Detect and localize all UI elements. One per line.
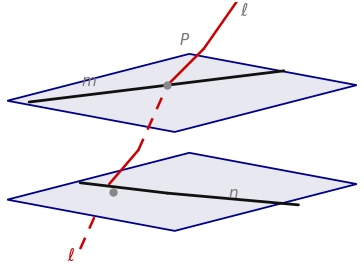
Text: $\ell$: $\ell$ — [67, 247, 75, 265]
Text: $\ell$: $\ell$ — [240, 2, 249, 20]
Text: $m$: $m$ — [81, 74, 97, 89]
Text: $P$: $P$ — [179, 32, 190, 48]
Polygon shape — [7, 153, 357, 231]
Polygon shape — [7, 54, 357, 132]
Text: $n$: $n$ — [228, 186, 238, 201]
